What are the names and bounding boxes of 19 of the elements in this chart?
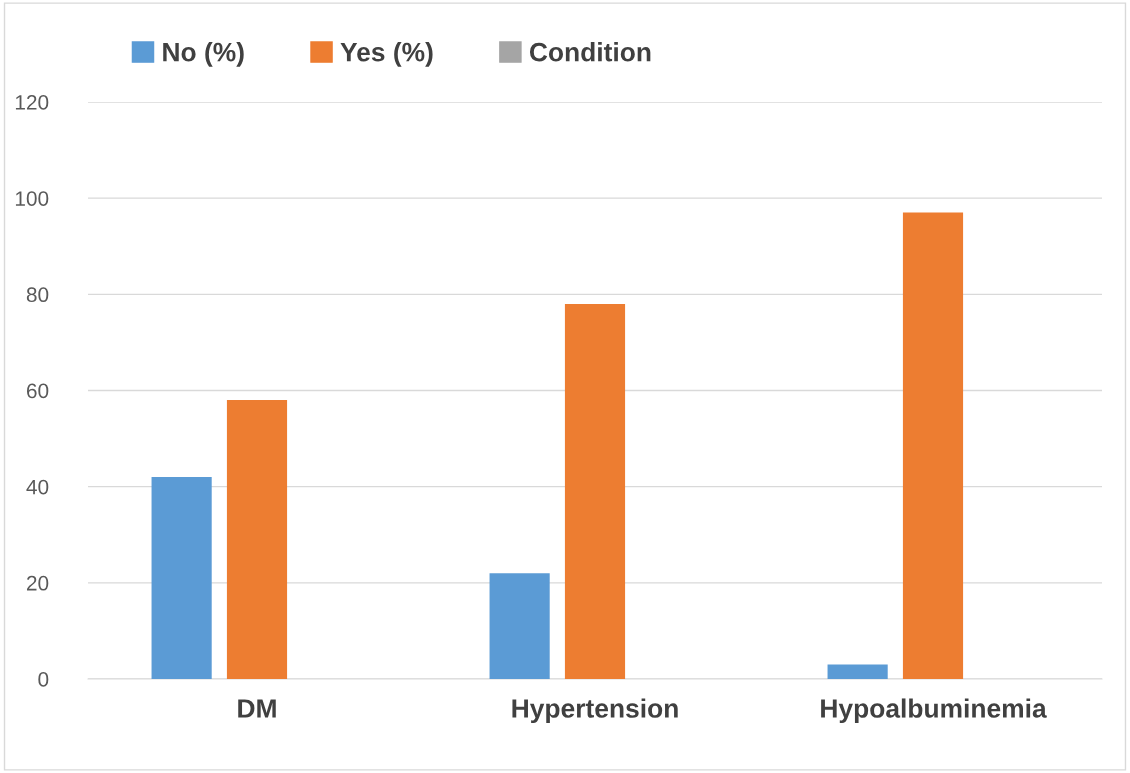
y-tick-label: 40	[26, 479, 49, 495]
y-tick-label: 60	[27, 383, 49, 399]
legend-label: Condition	[529, 42, 651, 62]
y-tick-label: 100	[15, 191, 49, 206]
bar	[226, 400, 288, 679]
y-tick-label: 120	[15, 95, 49, 110]
x-tick-label: Hypertension	[512, 698, 678, 724]
bar	[827, 664, 888, 679]
bar	[151, 477, 212, 679]
x-tick-label: Hypoalbuminemia	[821, 698, 1047, 724]
bar	[902, 212, 964, 679]
y-tick-label: 20	[26, 575, 49, 591]
legend-label: Yes (%)	[340, 42, 433, 67]
bar	[564, 303, 626, 679]
y-tick-label: 0	[38, 672, 49, 687]
x-tick-label: DM	[238, 699, 276, 718]
bar	[489, 573, 550, 679]
legend-label: No (%)	[163, 42, 244, 67]
y-tick-label: 80	[26, 287, 49, 303]
